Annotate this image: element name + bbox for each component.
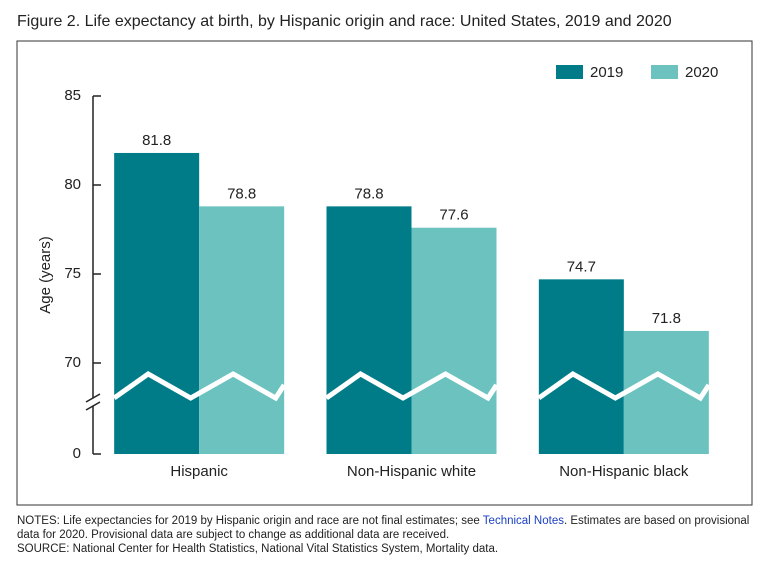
y-axis-label: Age (years) — [37, 236, 54, 314]
value-label: 74.7 — [567, 258, 596, 275]
y-tick-label: 80 — [64, 176, 81, 193]
axis-break-band — [537, 371, 711, 402]
notes-link[interactable]: Technical Notes — [482, 515, 564, 527]
bar — [114, 152, 200, 454]
value-label: 78.8 — [354, 185, 383, 202]
notes-text: . Estimates are based on provisional dat… — [17, 515, 750, 541]
x-tick-label: Non-Hispanic black — [559, 463, 689, 480]
value-label: 71.8 — [652, 310, 681, 327]
y-tick-label: 0 — [73, 445, 81, 462]
bar — [199, 206, 285, 454]
notes: NOTES: Life expectancies for 2019 by His… — [17, 514, 757, 556]
y-tick-label: 85 — [64, 87, 81, 104]
value-label: 77.6 — [439, 207, 468, 224]
chart-title: Figure 2. Life expectancy at birth, by H… — [17, 13, 672, 30]
legend-swatch — [651, 65, 678, 79]
axis-break-mark — [85, 393, 101, 403]
legend-label: 2019 — [590, 64, 623, 81]
value-label: 81.8 — [142, 132, 171, 149]
y-tick-label: 75 — [64, 265, 81, 282]
axis-break-gap — [89, 398, 97, 406]
plot: 0 70 75 80 85 Hispanic 81.8 78.8 Non-Hispanic wh… — [64, 64, 718, 480]
source: SOURCE: National Center for Health Stati… — [17, 543, 499, 555]
bar — [538, 279, 624, 454]
value-label: 78.8 — [227, 185, 256, 202]
axis-break-band — [112, 371, 287, 402]
chart: Figure 2. Life expectancy at birth, by H… — [16, 13, 753, 506]
legend-swatch — [556, 65, 583, 79]
notes-text: NOTES: Life expectancies for 2019 by His… — [17, 515, 483, 527]
axis-break-band — [325, 371, 499, 402]
axis-break-mark — [85, 401, 101, 411]
chart-frame — [16, 40, 753, 506]
bar — [623, 330, 709, 454]
y-tick-label: 70 — [64, 354, 81, 371]
x-tick-label: Hispanic — [170, 463, 228, 480]
x-tick-label: Non-Hispanic white — [347, 463, 476, 480]
legend-label: 2020 — [685, 64, 718, 81]
bar — [411, 227, 497, 454]
bar — [326, 206, 412, 454]
